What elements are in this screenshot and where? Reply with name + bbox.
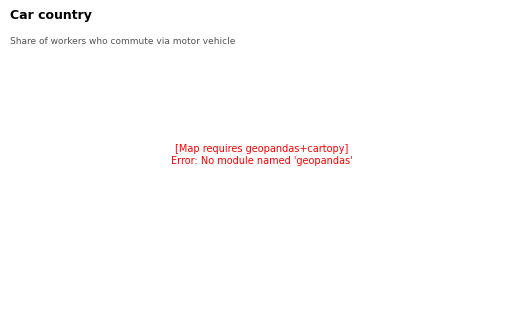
Text: Share of workers who commute via motor vehicle: Share of workers who commute via motor v… — [10, 37, 236, 46]
Text: Car country: Car country — [10, 9, 93, 22]
Text: [Map requires geopandas+cartopy]
Error: No module named 'geopandas': [Map requires geopandas+cartopy] Error: … — [170, 144, 353, 166]
